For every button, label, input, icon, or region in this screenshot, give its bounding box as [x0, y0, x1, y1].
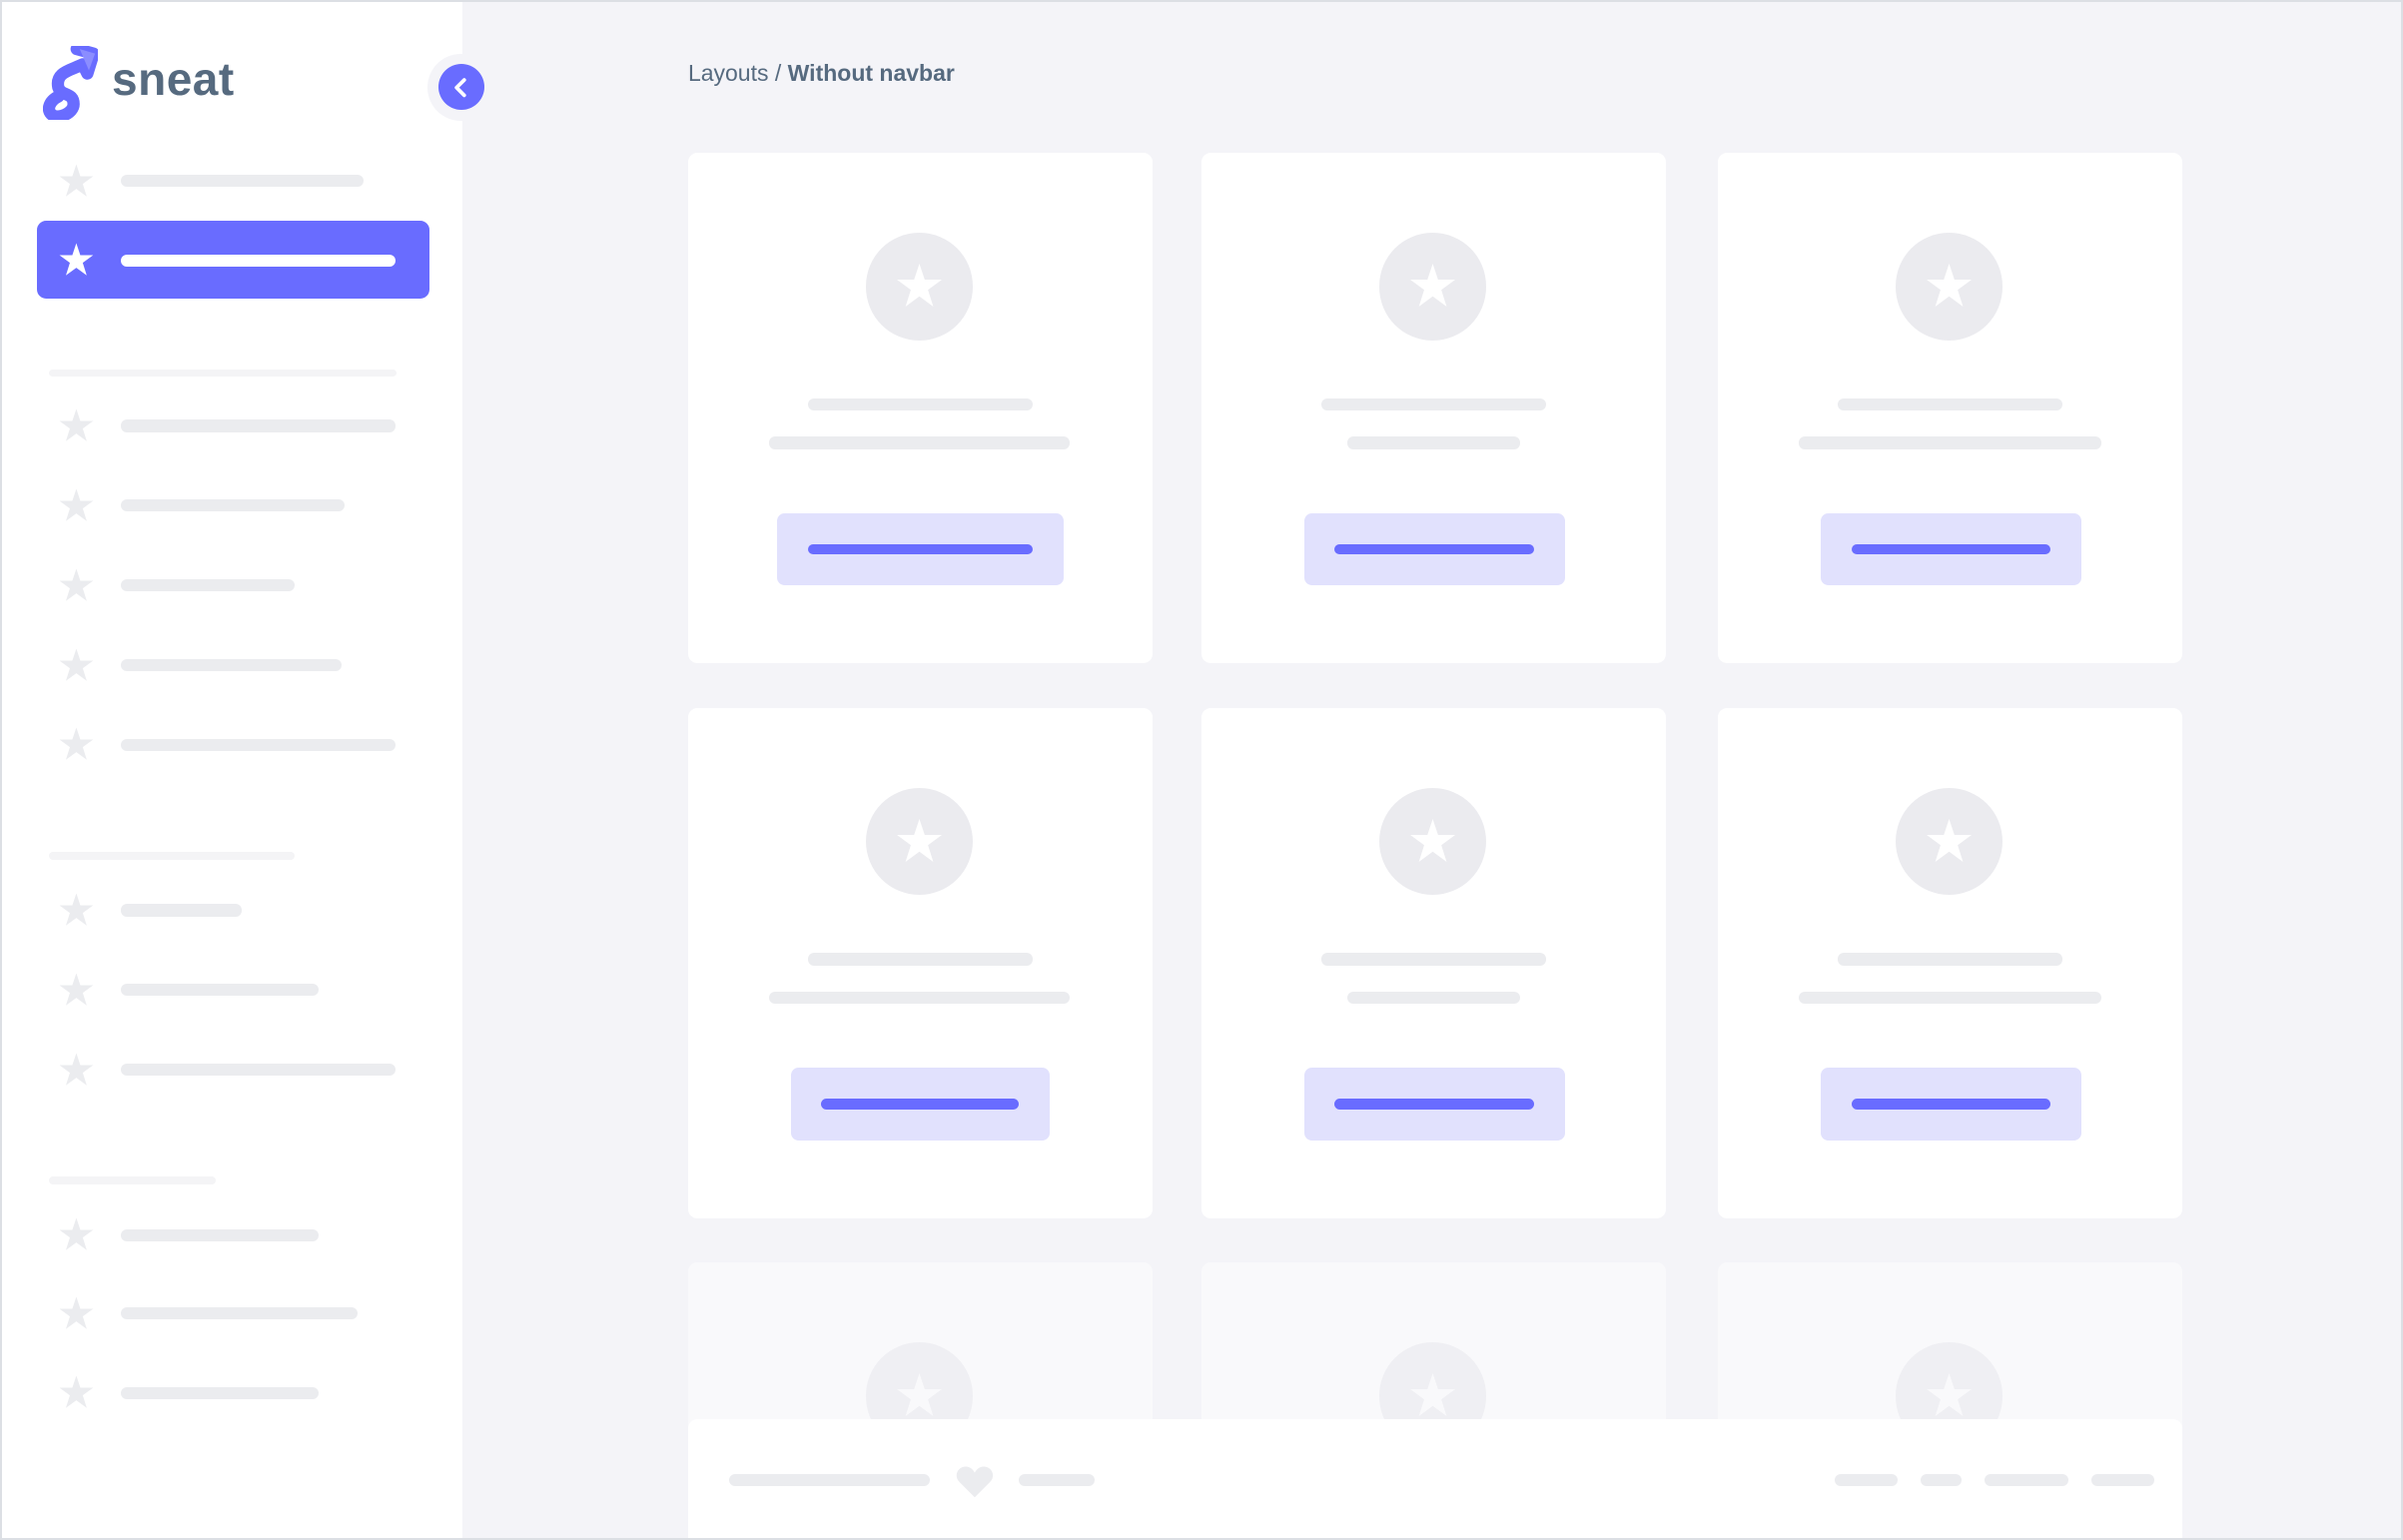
star-icon[interactable]: [58, 1052, 95, 1089]
breadcrumb-separator: /: [768, 59, 788, 86]
footer-link-skeleton[interactable]: [1834, 1474, 1898, 1487]
sidebar-section-header-skeleton: [49, 1176, 217, 1185]
button-label-skeleton: [1334, 1099, 1534, 1110]
chevron-left-icon: [454, 77, 466, 97]
button-label-skeleton: [807, 543, 1034, 555]
star-icon[interactable]: [58, 487, 95, 524]
sidebar-item-label-skeleton[interactable]: [121, 1063, 396, 1077]
card-action-button[interactable]: [1820, 513, 2081, 586]
sidebar-item-label-skeleton[interactable]: [121, 1228, 320, 1241]
sneat-logo-icon: [42, 46, 99, 120]
card-title-skeleton: [1320, 953, 1547, 966]
star-icon: [1925, 1371, 1974, 1420]
collapse-sidebar-button[interactable]: [437, 64, 484, 111]
sidebar-item-active-label-skeleton[interactable]: [121, 254, 396, 267]
footer-link-skeleton[interactable]: [2091, 1474, 2155, 1487]
star-icon[interactable]: [58, 647, 95, 684]
heart-icon: [956, 1466, 994, 1498]
card-action-button[interactable]: [790, 1068, 1051, 1141]
star-icon: [1408, 1371, 1457, 1420]
button-label-skeleton: [1851, 543, 2050, 555]
brand-name: sneat: [112, 53, 235, 106]
breadcrumb-parent[interactable]: Layouts: [687, 59, 769, 86]
star-icon[interactable]: [58, 163, 95, 200]
footer: [687, 1418, 2182, 1540]
card-action-button[interactable]: [1303, 1068, 1565, 1141]
star-icon[interactable]: [58, 726, 95, 763]
card-action-button[interactable]: [1303, 513, 1565, 586]
sidebar-item-label-skeleton[interactable]: [121, 738, 396, 751]
card-icon-circle: [1378, 787, 1487, 896]
card: [1201, 153, 1666, 664]
button-label-skeleton: [821, 1099, 1020, 1110]
star-icon[interactable]: [58, 972, 95, 1009]
footer-link-skeleton[interactable]: [1920, 1474, 1963, 1487]
star-icon[interactable]: [58, 1216, 95, 1253]
sidebar-section-header-skeleton: [49, 369, 398, 378]
star-icon[interactable]: [58, 567, 95, 604]
card-title-skeleton: [807, 953, 1034, 966]
card: [1718, 153, 2182, 664]
breadcrumb-current: Without navbar: [787, 59, 955, 86]
card-text-skeleton: [1346, 436, 1521, 449]
star-icon: [1408, 817, 1457, 866]
card-text-skeleton: [1799, 991, 2101, 1004]
card-title-skeleton: [1320, 397, 1547, 411]
star-icon: [1925, 262, 1974, 311]
card: [1718, 707, 2182, 1218]
sidebar-item-label-skeleton[interactable]: [121, 579, 295, 592]
sidebar-item-label-skeleton[interactable]: [121, 419, 396, 432]
star-icon: [895, 817, 944, 866]
footer-text-skeleton: [729, 1474, 931, 1487]
card-icon-circle: [865, 233, 974, 341]
card-text-skeleton: [769, 436, 1070, 449]
star-icon: [58, 242, 95, 279]
button-label-skeleton: [1851, 1099, 2050, 1110]
card-text-skeleton: [769, 991, 1070, 1004]
card: [687, 153, 1153, 664]
card-action-button[interactable]: [776, 513, 1064, 586]
card: [687, 707, 1153, 1218]
sidebar-section-header-skeleton: [49, 852, 295, 860]
star-icon: [1408, 262, 1457, 311]
sidebar-item-label-skeleton[interactable]: [121, 1306, 358, 1320]
card-action-button[interactable]: [1820, 1068, 2081, 1141]
card-title-skeleton: [1837, 397, 2063, 411]
sidebar-item-label-skeleton[interactable]: [121, 174, 364, 188]
sidebar-item-label-skeleton[interactable]: [121, 1386, 320, 1399]
star-icon: [895, 262, 944, 311]
button-label-skeleton: [1334, 543, 1534, 555]
breadcrumb: Layouts / Without navbar: [688, 60, 955, 87]
card-icon-circle: [1378, 233, 1487, 341]
sidebar-item-label-skeleton[interactable]: [121, 984, 320, 997]
card-title-skeleton: [1837, 953, 2063, 966]
star-icon: [1925, 817, 1974, 866]
card: [1201, 707, 1666, 1218]
card-icon-circle: [1896, 233, 2003, 341]
star-icon: [895, 1371, 944, 1420]
star-icon[interactable]: [58, 892, 95, 929]
star-icon[interactable]: [58, 1295, 95, 1332]
star-icon[interactable]: [58, 1374, 95, 1411]
sidebar-item-label-skeleton[interactable]: [121, 904, 243, 917]
card-text-skeleton: [1346, 991, 1521, 1004]
footer-link-skeleton[interactable]: [1019, 1474, 1095, 1487]
footer-link-skeleton[interactable]: [1985, 1474, 2069, 1487]
card-title-skeleton: [807, 397, 1034, 411]
card-icon-circle: [1896, 787, 2003, 896]
sidebar-item-label-skeleton[interactable]: [121, 499, 346, 512]
card-icon-circle: [865, 787, 974, 896]
sidebar-item-label-skeleton[interactable]: [121, 658, 343, 672]
card-text-skeleton: [1799, 436, 2101, 449]
star-icon[interactable]: [58, 407, 95, 444]
sidebar: sneat: [0, 0, 463, 1540]
